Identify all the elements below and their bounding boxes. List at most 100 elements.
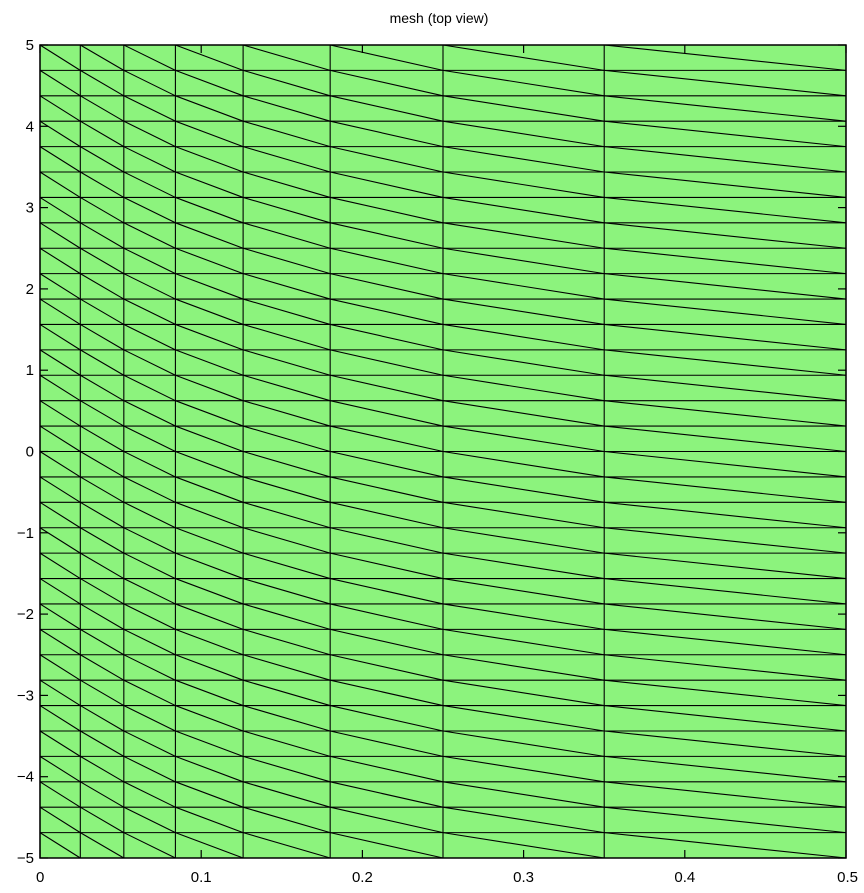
mesh-diagonal-edge [604,578,847,605]
mesh-diagonal-edge [175,654,244,681]
mesh-diagonal-edge [123,806,176,834]
y-tick-label: 5 [26,37,34,54]
mesh-diagonal-edge [39,628,81,656]
mesh-diagonal-edge [442,705,605,732]
mesh-diagonal-edge [604,171,847,198]
mesh-diagonal-edge [123,298,176,325]
mesh-diagonal-edge [39,273,81,300]
mesh-diagonal-edge [80,476,125,503]
mesh-diagonal-edge [242,247,331,275]
mesh-diagonal-edge [330,196,444,224]
mesh-diagonal-edge [442,425,605,453]
mesh-diagonal-edge [39,349,81,376]
mesh-diagonal-edge [604,476,847,503]
mesh-diagonal-edge [604,247,847,275]
mesh-diagonal-edge [39,578,81,605]
mesh-diagonal-edge [442,349,605,376]
mesh-diagonal-edge [604,196,847,224]
mesh-diagonal-edge [39,476,81,503]
mesh-diagonal-edge [442,247,605,275]
mesh-diagonal-edge [442,603,605,630]
mesh-diagonal-edge [330,247,444,275]
mesh-diagonal-edge [604,374,847,402]
mesh-diagonal-edge [175,146,244,173]
mesh-diagonal-edge [39,603,81,630]
mesh-diagonal-edge [330,578,444,605]
x-tick-label: 0 [36,869,44,886]
mesh-diagonal-edge [39,781,81,808]
mesh-diagonal-edge [442,171,605,198]
mesh-diagonal-edge [330,806,444,834]
y-tick-label: −1 [17,525,34,542]
mesh-diagonal-edge [330,628,444,656]
mesh-diagonal-edge [80,349,125,376]
mesh-diagonal-edge [442,196,605,224]
mesh-diagonal-edge [175,44,244,71]
y-tick-label: 2 [26,281,34,298]
mesh-diagonal-edge [242,69,331,97]
mesh-diagonal-edge [330,146,444,173]
mesh-diagonal-edge [330,832,444,859]
mesh-diagonal-edge [330,705,444,732]
mesh-diagonal-edge [242,476,331,503]
mesh-diagonal-edge [123,501,176,529]
mesh-diagonal-edge [604,806,847,834]
mesh-diagonal-edge [123,273,176,300]
mesh-diagonal-edge [123,247,176,275]
mesh-diagonal-edge [442,501,605,529]
mesh-diagonal-edge [123,679,176,707]
mesh-diagonal-edge [123,654,176,681]
mesh-diagonal-edge [604,781,847,808]
mesh-diagonal-edge [39,196,81,224]
mesh-diagonal-edge [80,222,125,249]
mesh-diagonal-edge [123,451,176,478]
mesh-diagonal-edge [604,69,847,97]
mesh-diagonal-edge [175,273,244,300]
mesh-diagonal-edge [80,552,125,580]
mesh-diagonal-edge [80,298,125,325]
mesh-diagonal-edge [80,120,125,148]
mesh-diagonal-edge [604,603,847,630]
mesh-diagonal-edge [123,323,176,351]
mesh-diagonal-edge [330,400,444,427]
mesh-diagonal-edge [242,527,331,554]
mesh-diagonal-edge [604,679,847,707]
mesh-diagonal-edge [39,69,81,97]
mesh-diagonal-edge [330,552,444,580]
mesh-diagonal-edge [123,578,176,605]
mesh-diagonal-edge [123,425,176,452]
mesh-diagonal-edge [604,730,847,757]
mesh-diagonal-edge [175,450,244,478]
mesh-diagonal-edge [39,730,81,757]
mesh-diagonal-edge [604,628,847,656]
mesh-diagonal-edge [175,552,244,580]
mesh-diagonal-edge [175,476,244,503]
mesh-diagonal-edge [175,730,244,757]
mesh-diagonal-edge [604,222,847,249]
mesh-diagonal-edge [123,374,176,402]
mesh-diagonal-edge [123,95,176,122]
mesh-diagonal-edge [123,628,176,656]
mesh-diagonal-edge [604,298,847,325]
mesh-diagonal-edge [39,806,81,834]
mesh-diagonal-edge [175,832,244,859]
mesh-diagonal-edge [123,781,176,808]
mesh-diagonal-edge [80,679,125,707]
mesh-diagonal-edge [330,730,444,757]
mesh-diagonal-edge [330,349,444,376]
mesh-diagonal-edge [330,501,444,529]
mesh-diagonal-edge [39,120,81,148]
mesh-diagonal-edge [242,501,331,529]
mesh-diagonal-edge [39,451,81,478]
mesh-diagonal-edge [175,349,244,376]
mesh-diagonal-edge [442,323,605,351]
mesh-diagonal-edge [604,120,847,148]
mesh-diagonal-edge [442,298,605,325]
mesh-diagonal-edge [242,349,331,376]
mesh-diagonal-edge [330,654,444,681]
y-tick-label: −5 [17,850,34,867]
mesh-diagonal-edge [175,298,244,325]
mesh-diagonal-edge [175,679,244,707]
mesh-diagonal-edge [175,781,244,808]
mesh-diagonal-edge [39,654,81,681]
